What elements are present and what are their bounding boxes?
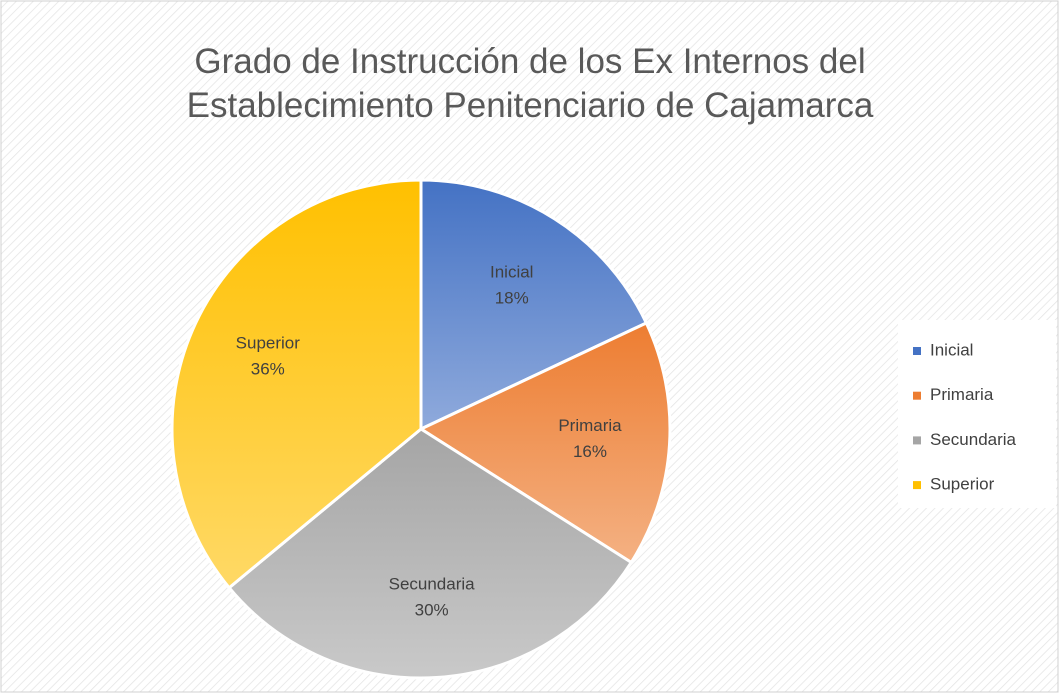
legend-swatch: [913, 347, 921, 355]
chart-title: Grado de Instrucción de los Ex Internos …: [186, 42, 874, 125]
legend-label: Primaria: [930, 385, 994, 404]
data-label-value: 36%: [251, 359, 285, 378]
data-label-name: Superior: [236, 333, 301, 352]
pie-slice: [417, 320, 672, 565]
legend-background: [898, 320, 1056, 508]
data-label-value: 30%: [415, 600, 449, 619]
pie-slice: [227, 427, 634, 680]
legend-swatch: [913, 391, 921, 400]
legend-swatch: [913, 436, 921, 445]
data-label-name: Inicial: [490, 263, 533, 282]
data-label-value: 18%: [495, 289, 529, 308]
data-label-value: 16%: [573, 442, 607, 461]
legend-label: Inicial: [930, 340, 973, 359]
data-label-name: Secundaria: [389, 574, 476, 593]
pie-slice: [170, 178, 423, 590]
legend-label: Secundaria: [930, 430, 1017, 449]
legend-swatch: [913, 481, 921, 490]
legend-label: Superior: [930, 475, 995, 494]
pie-slice: [419, 178, 649, 432]
data-label-name: Primaria: [558, 416, 622, 435]
